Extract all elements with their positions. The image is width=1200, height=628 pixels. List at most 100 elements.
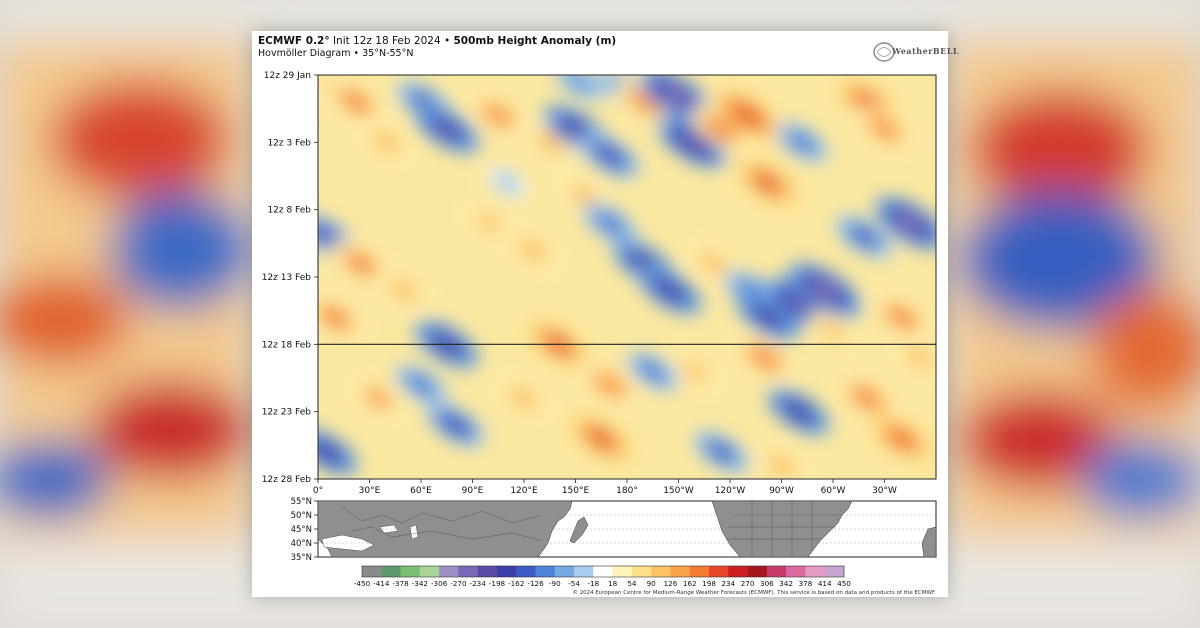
anomaly-cell bbox=[735, 293, 800, 342]
chart-title: ECMWF 0.2° Init 12z 18 Feb 2024 • 500mb … bbox=[258, 35, 617, 47]
map-gridlines bbox=[318, 514, 936, 544]
y-tick-label: 12z 3 Feb bbox=[267, 138, 311, 148]
anomaly-cell bbox=[566, 412, 636, 465]
y-tick-label: 12z 28 Feb bbox=[262, 475, 312, 485]
lat-tick-label: 50°N bbox=[291, 511, 312, 521]
init-time: Init 12z 18 Feb 2024 bbox=[332, 35, 441, 47]
black-caspian-sea bbox=[379, 524, 419, 540]
anomaly-cell bbox=[582, 202, 638, 245]
anomaly-cell bbox=[359, 121, 414, 163]
colorbar-swatch bbox=[458, 566, 478, 577]
colorbar-tick-label: 342 bbox=[779, 579, 793, 588]
chart-subtitle: Hovmöller Diagram • 35°N-55°N bbox=[258, 48, 414, 59]
colorbar-tick-label: -162 bbox=[508, 579, 524, 588]
anomaly-cell bbox=[637, 265, 703, 316]
model-name: ECMWF 0.2° bbox=[258, 35, 330, 47]
lat-tick-label: 40°N bbox=[291, 539, 312, 549]
lat-tick-label: 35°N bbox=[291, 553, 312, 563]
anomaly-cell bbox=[504, 229, 561, 272]
anomaly-cell bbox=[692, 430, 750, 474]
colorbar-tick-label: -90 bbox=[549, 579, 561, 588]
colorbar-swatch bbox=[593, 566, 613, 577]
anomaly-cell bbox=[318, 427, 359, 477]
japan-landmass bbox=[569, 516, 589, 544]
anomaly-cell bbox=[376, 269, 431, 312]
anomaly-cell bbox=[786, 262, 863, 319]
x-tick-label: 90°E bbox=[462, 486, 484, 496]
colorbar-swatch bbox=[362, 566, 382, 577]
colorbar bbox=[361, 565, 845, 578]
colorbar-tick-label: 450 bbox=[837, 579, 851, 588]
x-tick-label: 120°E bbox=[510, 486, 538, 496]
anomaly-cell bbox=[614, 79, 674, 125]
anomaly-cell bbox=[834, 214, 894, 259]
hovmoller-chart: 0° 30°E 60°E 90°E 120°E 150°E 180° 150°W 120°W 90… bbox=[262, 71, 937, 588]
anomaly-cell bbox=[496, 377, 552, 420]
colorbar-frame bbox=[361, 565, 845, 578]
x-tick-label: 150°E bbox=[562, 486, 590, 496]
x-axis: 0° 30°E 60°E 90°E 120°E 150°E 180° 150°W 120°W 90… bbox=[313, 479, 897, 496]
lat-tick-label: 55°N bbox=[291, 497, 312, 507]
anomaly-cell bbox=[835, 374, 899, 422]
colorbar-swatch bbox=[477, 566, 498, 577]
anomaly-cell bbox=[394, 364, 448, 405]
anomaly-cell bbox=[413, 103, 481, 155]
anomaly-cell bbox=[464, 204, 515, 243]
x-tick-label: 60°E bbox=[410, 486, 432, 496]
base-map bbox=[317, 500, 937, 558]
anomaly-cell bbox=[870, 294, 933, 341]
x-tick-label: 120°W bbox=[715, 486, 746, 496]
anomaly-cell bbox=[318, 294, 366, 341]
anomaly-cell bbox=[690, 105, 753, 153]
y-tick-label: 12z 29 Jan bbox=[264, 71, 311, 81]
colorbar-tick-label: 234 bbox=[721, 579, 735, 588]
colorbar-tick-label: -270 bbox=[450, 579, 467, 588]
anomaly-cell bbox=[734, 157, 802, 209]
forecast-figure: 0° 30°E 60°E 90°E 120°E 150°E 180° 150°W 120°W 90… bbox=[252, 31, 959, 597]
logo-wordmark: WeatherBELL bbox=[892, 46, 960, 56]
colorbar-tick-label: 198 bbox=[702, 579, 716, 588]
colorbar-tick-label: 126 bbox=[664, 579, 678, 588]
europe-west-landmass bbox=[921, 526, 937, 558]
colorbar-tick-label: 270 bbox=[741, 579, 755, 588]
colorbar-swatch bbox=[496, 566, 517, 577]
colorbar-ticks: -450 -414 -378 -342 -306 -270 -234 -198 -162 -126… bbox=[354, 579, 851, 588]
x-tick-label: 30°W bbox=[872, 486, 897, 496]
data-credit: © 2024 European Centre for Medium-Range … bbox=[572, 590, 936, 596]
y-tick-label: 12z 23 Feb bbox=[262, 408, 312, 418]
colorbar-tick-label: 90 bbox=[647, 579, 657, 588]
anomaly-cell bbox=[733, 334, 796, 382]
y-tick-label: 12z 18 Feb bbox=[262, 340, 312, 350]
colorbar-swatch bbox=[651, 566, 671, 577]
colorbar-tick-label: -306 bbox=[431, 579, 448, 588]
colorbar-swatch bbox=[709, 566, 729, 577]
colorbar-swatch bbox=[786, 566, 806, 577]
colorbar-swatch bbox=[400, 566, 421, 577]
colorbar-swatch bbox=[516, 566, 536, 577]
x-tick-label: 150°W bbox=[663, 486, 694, 496]
colorbar-tick-label: -342 bbox=[412, 579, 428, 588]
colorbar-tick-label: 18 bbox=[608, 579, 618, 588]
weatherbell-logo bbox=[873, 42, 895, 62]
colorbar-tick-label: 414 bbox=[818, 579, 832, 588]
anomaly-cell bbox=[855, 106, 914, 152]
colorbar-tick-label: -234 bbox=[470, 579, 487, 588]
colorbar-tick-label: 162 bbox=[683, 579, 697, 588]
anomaly-cell bbox=[670, 352, 721, 391]
y-axis: 12z 29 Jan 12z 3 Feb 12z 8 Feb 12z 13 Feb 12… bbox=[262, 71, 318, 485]
anomaly-cell bbox=[754, 444, 809, 479]
anomaly-cell bbox=[808, 311, 858, 350]
anomaly-cell bbox=[775, 122, 829, 163]
anomaly-field bbox=[318, 75, 936, 479]
x-tick-label: 0° bbox=[313, 486, 323, 496]
anomaly-cell bbox=[469, 93, 528, 138]
x-tick-label: 180° bbox=[616, 486, 638, 496]
colorbar-tick-label: -378 bbox=[392, 579, 409, 588]
y-tick-label: 12z 8 Feb bbox=[267, 206, 311, 216]
anomaly-cell bbox=[579, 132, 641, 180]
x-tick-label: 30°E bbox=[359, 486, 381, 496]
colorbar-swatch bbox=[747, 566, 768, 577]
anomaly-cell bbox=[892, 337, 936, 378]
colorbar-tick-label: -18 bbox=[587, 579, 599, 588]
colorbar-tick-label: -126 bbox=[527, 579, 544, 588]
